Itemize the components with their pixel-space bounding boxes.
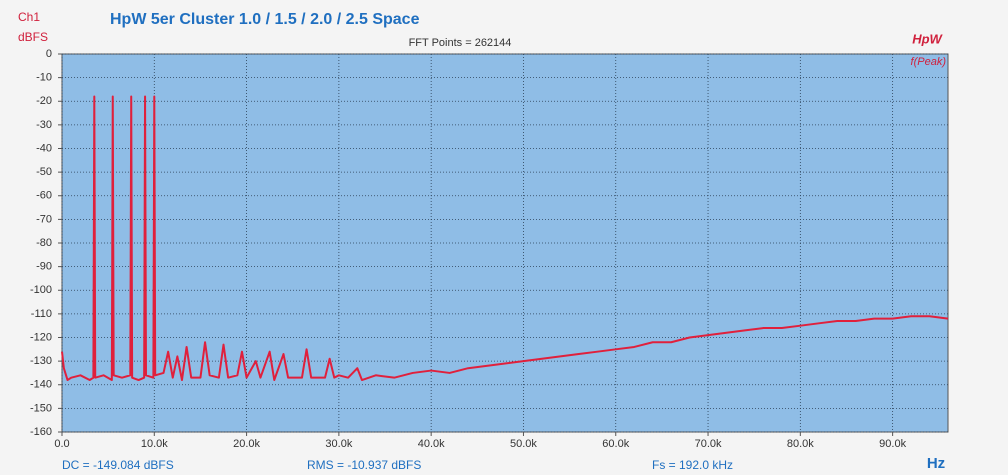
dc-readout: DC = -149.084 dBFS (62, 458, 174, 472)
y-tick-label: -160 (30, 426, 52, 438)
x-tick-label: 0.0 (54, 438, 69, 450)
y-tick-label: -10 (36, 72, 52, 84)
y-tick-label: -40 (36, 142, 52, 154)
x-tick-label: 70.0k (695, 438, 722, 450)
x-tick-label: 90.0k (879, 438, 906, 450)
y-tick-label: -110 (31, 308, 52, 320)
y-tick-label: -140 (30, 379, 52, 391)
chart-title: HpW 5er Cluster 1.0 / 1.5 / 2.0 / 2.5 Sp… (110, 11, 420, 28)
y-tick-label: -80 (36, 237, 52, 249)
x-tick-label: 80.0k (787, 438, 814, 450)
y-tick-label: -20 (36, 95, 52, 107)
fs-readout: Fs = 192.0 kHz (652, 458, 733, 472)
spectrum-line (61, 95, 949, 382)
brand: HpW (912, 31, 943, 46)
y-tick-label: -30 (36, 119, 52, 131)
peak-label: f(Peak) (911, 56, 947, 68)
rms-readout: RMS = -10.937 dBFS (307, 458, 421, 472)
y-tick-label: -150 (30, 402, 52, 414)
y-tick-label: 0 (46, 48, 52, 60)
y-tick-label: -90 (36, 261, 52, 273)
y-tick-label: -100 (30, 284, 52, 296)
x-tick-label: 30.0k (325, 438, 352, 450)
x-tick-label: 10.0k (141, 438, 168, 450)
x-tick-label: 40.0k (418, 438, 445, 450)
x-tick-label: 60.0k (602, 438, 629, 450)
channel-label: Ch1 (18, 10, 40, 24)
y-axis-label: dBFS (18, 30, 48, 44)
x-tick-label: 20.0k (233, 438, 260, 450)
y-tick-label: -130 (30, 355, 52, 367)
y-tick-label: -50 (36, 166, 52, 178)
y-tick-label: -70 (36, 213, 52, 225)
subtitle: FFT Points = 262144 (409, 37, 512, 49)
y-tick-label: -120 (30, 331, 52, 343)
x-axis-label: Hz (927, 455, 945, 472)
x-tick-label: 50.0k (510, 438, 537, 450)
y-tick-label: -60 (36, 190, 52, 202)
